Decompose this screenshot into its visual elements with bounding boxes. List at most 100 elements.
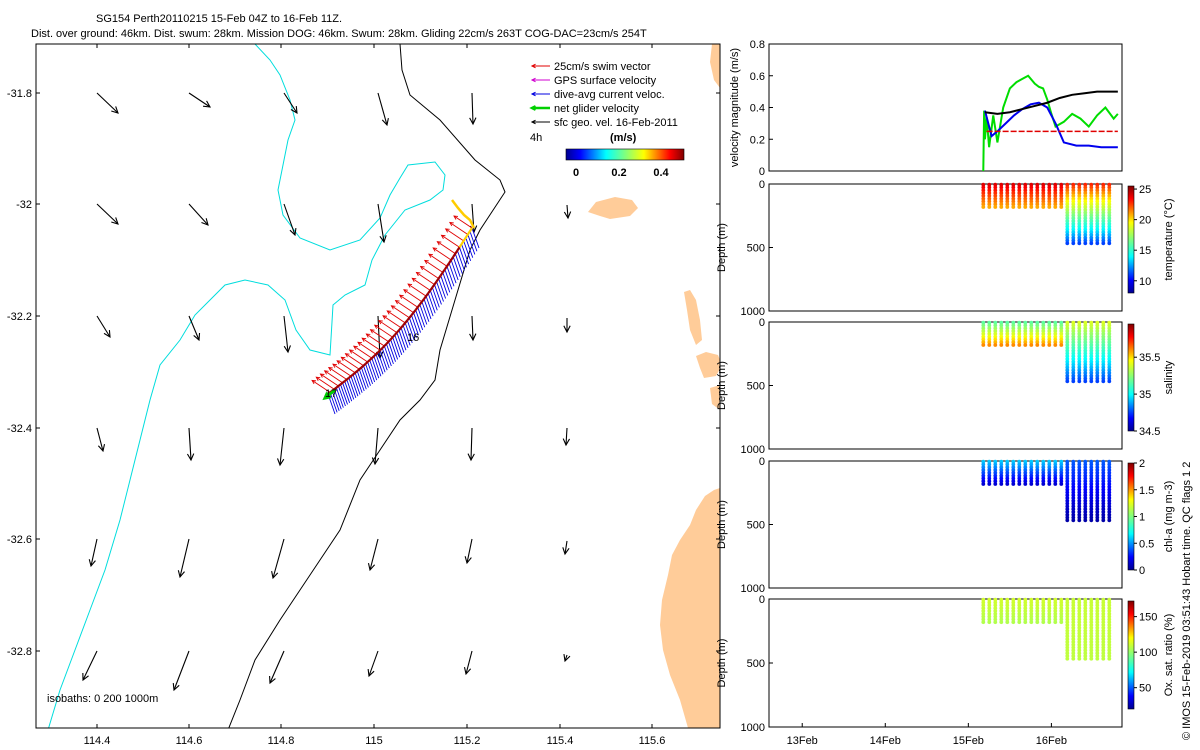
- velocity-ytick-label: 0.8: [750, 39, 765, 51]
- profile-point: [987, 597, 992, 602]
- profile-point: [1089, 348, 1094, 353]
- geo-velocity-arrow: [188, 315, 201, 342]
- profile-point: [1011, 482, 1016, 486]
- swim-vector: [386, 310, 406, 324]
- profile-point: [1077, 331, 1082, 336]
- profile-point: [1101, 654, 1106, 658]
- profile-point: [1077, 473, 1082, 478]
- profile-point: [1065, 603, 1070, 608]
- profile-point: [1101, 623, 1106, 627]
- profile-point: [999, 188, 1004, 193]
- profile-point: [1059, 196, 1064, 201]
- profile-point: [1023, 614, 1028, 619]
- dive-avg-current-vector: [335, 387, 344, 408]
- profile-point: [1029, 188, 1034, 193]
- profile-point: [1095, 501, 1100, 506]
- profile-point: [1047, 600, 1052, 605]
- glider-track-segment: [418, 301, 423, 306]
- profile-point: [1029, 479, 1034, 484]
- profile-point: [1071, 227, 1076, 232]
- profile-point: [1083, 210, 1088, 215]
- profile-point: [1089, 227, 1094, 232]
- profile-point: [999, 476, 1004, 481]
- profile-point: [1029, 334, 1034, 339]
- profile-point: [1095, 219, 1100, 223]
- glider-track-segment: [439, 271, 444, 277]
- legend-item-label: 25cm/s swim vector: [554, 61, 651, 73]
- profile-point: [1089, 224, 1094, 229]
- profile-point: [981, 606, 986, 610]
- profile-point: [1017, 614, 1022, 619]
- profile-point: [1053, 323, 1058, 328]
- profile-point: [1095, 379, 1100, 384]
- profile-point: [1095, 221, 1100, 226]
- profile-point: [1089, 210, 1094, 215]
- profile-point: [1065, 238, 1070, 243]
- geo-velocity-arrow: [469, 92, 477, 126]
- profile-point: [1101, 648, 1106, 653]
- profile-point: [1083, 634, 1088, 639]
- profile-point: [1041, 323, 1046, 328]
- profile-point: [987, 620, 992, 625]
- dive-avg-current-vector: [429, 290, 438, 311]
- profile-point: [1077, 221, 1082, 226]
- profile-point: [1071, 656, 1076, 661]
- profile-point: [1107, 479, 1112, 484]
- profile-point: [1089, 379, 1094, 384]
- profile-point: [987, 614, 992, 619]
- profile-point: [1077, 606, 1082, 610]
- profile-point: [1095, 504, 1100, 509]
- profile-point: [1083, 628, 1088, 633]
- profile-point: [1083, 484, 1088, 489]
- swim-vector: [344, 353, 364, 367]
- profile-point: [1071, 623, 1076, 627]
- profile-point: [1017, 323, 1022, 328]
- profile-point: [1065, 637, 1070, 641]
- profile-point: [1095, 654, 1100, 658]
- profile-point: [1089, 476, 1094, 481]
- swim-vector: [382, 315, 402, 329]
- profile-point: [1065, 648, 1070, 653]
- colorbar-tick-label: 10: [1139, 276, 1151, 288]
- profile-point: [1107, 235, 1112, 240]
- profile-point: [1083, 376, 1088, 381]
- profile-point: [1005, 617, 1010, 622]
- profile-point: [1095, 496, 1100, 500]
- profile-point: [1011, 188, 1016, 193]
- profile-point: [1077, 501, 1082, 506]
- profile-point: [1011, 468, 1016, 472]
- profile-point: [1065, 230, 1070, 235]
- profile-point: [1029, 320, 1034, 325]
- colorbar: [1127, 185, 1135, 294]
- profile-point: [1005, 193, 1010, 198]
- profile-point: [1005, 337, 1010, 342]
- profile-point: [1065, 233, 1070, 237]
- profile-point: [1071, 617, 1076, 622]
- profile-point: [1101, 459, 1106, 464]
- profile-point: [1071, 191, 1076, 195]
- geo-velocity-arrow: [96, 203, 119, 225]
- profile-point: [1071, 216, 1076, 221]
- profile-point: [1083, 600, 1088, 605]
- profile-point: [1053, 205, 1058, 209]
- profile-point: [1107, 620, 1112, 625]
- lat-tick-label: -32: [16, 199, 32, 211]
- lon-tick-label: 115.6: [639, 735, 666, 747]
- glider-track-segment: [448, 259, 453, 264]
- profile-point: [981, 470, 986, 475]
- profile-point: [1083, 614, 1088, 619]
- profile-point: [1095, 351, 1100, 356]
- profile-point: [1005, 473, 1010, 478]
- dive-avg-current-vector: [398, 330, 407, 351]
- profile-point: [1005, 479, 1010, 484]
- profile-point: [1071, 600, 1076, 605]
- profile-point: [1029, 465, 1034, 470]
- profile-point: [1083, 373, 1088, 378]
- profile-point: [1077, 371, 1082, 375]
- profile-point: [1017, 199, 1022, 204]
- dive-avg-current-vector: [459, 247, 467, 268]
- profile-point: [1023, 191, 1028, 195]
- profile-point: [1035, 620, 1040, 625]
- profile-point: [1083, 470, 1088, 475]
- profile-point: [1071, 628, 1076, 633]
